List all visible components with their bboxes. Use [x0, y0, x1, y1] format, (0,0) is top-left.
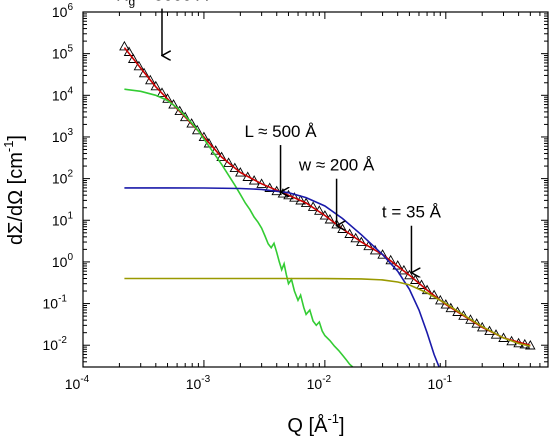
data-point-17: [216, 151, 227, 162]
y-tick-label-2: 100: [52, 252, 74, 270]
x-axis-title-main: Q [Å: [287, 414, 328, 437]
y-tick-label-5: 103: [52, 127, 74, 145]
data-point-58: [476, 321, 488, 332]
annotation-label: t = 35 Å: [382, 203, 442, 222]
data-point-0: [119, 40, 130, 51]
data-point-39: [356, 236, 367, 247]
data-point-4: [138, 67, 150, 78]
data-point-33: [319, 210, 331, 220]
data-point-19: [229, 162, 241, 173]
annotation-w: w ≈ 200 Å: [298, 156, 375, 226]
series-2-line: [124, 88, 354, 367]
data-point-7: [156, 87, 168, 97]
x-tick-label-2: 10-2: [307, 374, 332, 392]
y-axis-title-main: dΣ/dΩ [cm: [5, 152, 27, 245]
data-point-37: [344, 228, 355, 238]
data-point-3: [133, 60, 145, 71]
y-tick-label-4: 102: [52, 169, 74, 187]
data-point-54: [452, 306, 463, 316]
series-4-line: [124, 277, 531, 347]
data-point-6: [150, 80, 162, 91]
annotation-L: L ≈ 500 Å: [245, 122, 318, 192]
series-1-line: [123, 47, 531, 347]
x-axis-title-sup: -1: [327, 411, 339, 426]
annotation-label: w ≈ 200 Å: [298, 156, 375, 175]
ticks-layer: [82, 11, 548, 368]
data-point-16: [210, 145, 221, 155]
tick-labels-layer: 10-4 10-3 10-2 10-1 10-2 10-1 100 101 102 103 104 1…: [43, 2, 453, 392]
y-tick-label-0: 10-2: [43, 335, 68, 353]
annotation-t: t = 35 Å: [382, 203, 442, 273]
data-point-13: [191, 124, 203, 135]
annotation-label: L ≈ 500 Å: [245, 122, 318, 141]
data-point-52: [440, 299, 452, 309]
data-point-60: [490, 329, 502, 339]
annotation-rg: Rg ≈ 5000 Å: [116, 0, 208, 56]
data-point-21: [242, 171, 253, 181]
data-point-47: [410, 274, 421, 284]
y-axis-title-close: ]: [5, 135, 27, 141]
y-axis-title: dΣ/dΩ [cm-1]: [1, 135, 27, 245]
data-point-38: [350, 232, 361, 243]
y-tick-label-1: 10-1: [43, 294, 68, 312]
y-axis-title-sup: -1: [1, 141, 16, 153]
data-point-22: [248, 175, 260, 185]
series-layer: [119, 40, 536, 367]
y-tick-label-7: 105: [52, 44, 74, 62]
series-3-line: [124, 187, 440, 367]
data-point-34: [324, 213, 336, 224]
x-axis-title-close: ]: [339, 415, 345, 437]
data-point-18: [223, 157, 234, 167]
y-tick-label-6: 104: [52, 85, 74, 103]
data-point-11: [179, 111, 191, 122]
data-point-20: [235, 167, 246, 177]
data-point-5: [145, 74, 156, 85]
x-axis-title: Q [Å-1]: [287, 411, 344, 437]
data-point-55: [458, 310, 469, 320]
data-point-10: [174, 105, 185, 116]
data-point-8: [162, 93, 173, 103]
y-tick-label-8: 106: [52, 2, 74, 20]
data-point-12: [186, 118, 197, 128]
data-point-2: [127, 53, 139, 63]
x-tick-label-3: 10-1: [428, 374, 453, 392]
x-tick-label-1: 10-3: [186, 374, 211, 392]
y-tick-label-3: 101: [52, 210, 74, 228]
plot-frame: [82, 11, 549, 368]
annotations-layer: Rg ≈ 5000 Å L ≈ 500 Å w ≈ 200 Å t = 35 Å: [116, 0, 442, 273]
x-tick-label-0: 10-4: [65, 374, 90, 392]
annotation-label: Rg ≈ 5000 Å: [116, 0, 208, 9]
series-0-points: [119, 40, 536, 350]
